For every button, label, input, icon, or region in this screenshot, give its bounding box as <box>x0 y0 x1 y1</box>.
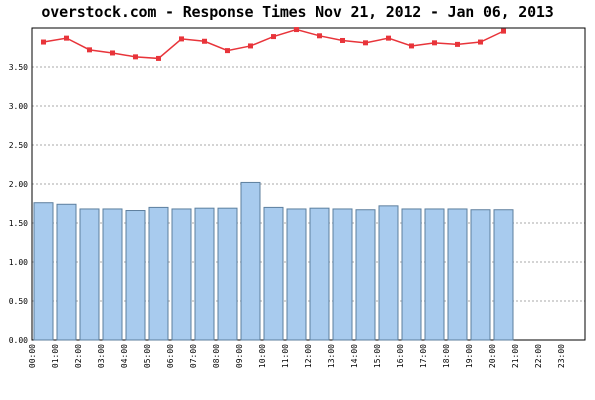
x-tick-label-21: 21:00 <box>511 344 520 368</box>
line-point-11 <box>294 27 299 33</box>
chart-title: overstock.com - Response Times Nov 21, 2… <box>41 3 554 21</box>
line-point-20 <box>501 28 506 34</box>
x-tick-label-14: 14:00 <box>350 344 359 368</box>
bar-20 <box>493 209 514 341</box>
bar-4 <box>125 210 146 341</box>
x-tick-label-20: 20:00 <box>488 344 497 368</box>
plot-frame <box>31 27 586 341</box>
bar-15 <box>378 205 399 341</box>
x-tick-label-11: 11:00 <box>281 344 290 368</box>
line-point-10 <box>271 34 276 40</box>
bar-1 <box>56 203 77 341</box>
bar-0 <box>33 202 54 341</box>
y-tick-label-3: 1.50 <box>9 219 28 228</box>
bar-18 <box>447 208 468 341</box>
line-point-2 <box>87 47 92 53</box>
x-tick-label-22: 22:00 <box>534 344 543 368</box>
x-tick-label-8: 08:00 <box>212 344 221 368</box>
x-tick-label-0: 00:00 <box>28 344 37 368</box>
x-tick-label-19: 19:00 <box>465 344 474 368</box>
line-point-9 <box>248 43 253 49</box>
y-tick-label-0: 0.00 <box>9 336 28 345</box>
bar-3 <box>102 208 123 341</box>
bar-7 <box>194 207 215 341</box>
x-tick-label-7: 07:00 <box>189 344 198 368</box>
x-tick-label-12: 12:00 <box>304 344 313 368</box>
x-tick-label-1: 01:00 <box>51 344 60 368</box>
line-point-3 <box>110 50 115 56</box>
x-tick-label-4: 04:00 <box>120 344 129 368</box>
x-tick-label-6: 06:00 <box>166 344 175 368</box>
bar-19 <box>470 209 491 341</box>
y-tick-label-7: 3.50 <box>9 63 28 72</box>
bar-6 <box>171 208 192 341</box>
line-point-14 <box>363 40 368 46</box>
bar-16 <box>401 208 422 341</box>
x-tick-label-17: 17:00 <box>419 344 428 368</box>
x-tick-label-23: 23:00 <box>557 344 566 368</box>
bar-11 <box>286 208 307 341</box>
x-tick-label-18: 18:00 <box>442 344 451 368</box>
bar-14 <box>355 209 376 341</box>
y-tick-label-2: 1.00 <box>9 258 28 267</box>
x-tick-label-9: 09:00 <box>235 344 244 368</box>
x-tick-label-15: 15:00 <box>373 344 382 368</box>
bar-8 <box>217 207 238 341</box>
y-tick-label-6: 3.00 <box>9 102 28 111</box>
x-tick-label-10: 10:00 <box>258 344 267 368</box>
x-tick-label-13: 13:00 <box>327 344 336 368</box>
line-point-6 <box>179 36 184 42</box>
bar-13 <box>332 208 353 341</box>
bar-10 <box>263 206 284 341</box>
x-tick-label-5: 05:00 <box>143 344 152 368</box>
y-tick-label-1: 0.50 <box>9 297 28 306</box>
line-point-8 <box>225 48 230 54</box>
line-point-5 <box>156 55 161 61</box>
line-point-17 <box>432 40 437 46</box>
line-point-13 <box>340 37 345 43</box>
bar-17 <box>424 208 445 341</box>
x-tick-label-16: 16:00 <box>396 344 405 368</box>
line-point-12 <box>317 33 322 39</box>
bar-12 <box>309 207 330 341</box>
bar-5 <box>148 206 169 341</box>
x-tick-label-2: 02:00 <box>74 344 83 368</box>
line-point-0 <box>41 39 46 45</box>
x-tick-label-3: 03:00 <box>97 344 106 368</box>
y-tick-label-5: 2.50 <box>9 141 28 150</box>
y-tick-label-4: 2.00 <box>9 180 28 189</box>
line-point-16 <box>409 43 414 49</box>
line-point-7 <box>202 38 207 44</box>
line-point-19 <box>478 39 483 45</box>
line-point-1 <box>64 35 69 41</box>
bar-2 <box>79 208 100 341</box>
line-point-15 <box>386 35 391 41</box>
line-point-18 <box>455 41 460 47</box>
bar-9 <box>240 181 261 341</box>
line-point-4 <box>133 54 138 60</box>
